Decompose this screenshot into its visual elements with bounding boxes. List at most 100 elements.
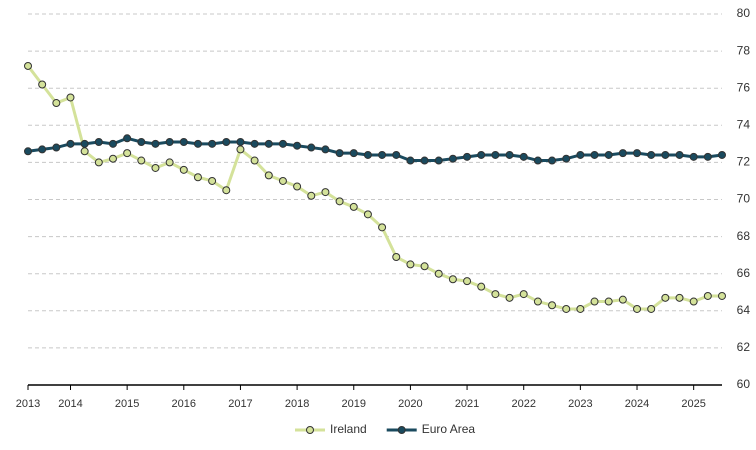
y-tick-label: 72	[737, 155, 751, 169]
data-point	[349, 149, 358, 158]
data-point	[123, 134, 132, 143]
data-point	[420, 156, 429, 165]
data-point	[477, 282, 486, 291]
data-point	[222, 186, 231, 195]
data-point	[463, 277, 472, 286]
data-point	[151, 163, 160, 172]
data-point	[448, 275, 457, 284]
data-point	[491, 290, 500, 299]
data-point	[236, 145, 245, 154]
data-point	[633, 149, 642, 158]
data-point	[66, 93, 75, 102]
data-point	[38, 145, 47, 154]
data-point	[24, 147, 32, 156]
data-point	[193, 139, 202, 148]
data-point	[689, 152, 698, 161]
data-point	[562, 154, 571, 163]
data-point	[165, 137, 174, 146]
x-tick-label: 2017	[228, 398, 252, 410]
data-point	[434, 156, 443, 165]
legend-marker	[306, 426, 314, 434]
data-point	[604, 297, 613, 306]
data-point	[179, 137, 188, 146]
y-tick-label: 76	[737, 80, 751, 94]
data-point	[66, 139, 75, 148]
data-point	[633, 304, 642, 313]
x-tick-label: 2015	[115, 398, 139, 410]
data-point	[562, 304, 571, 313]
data-point	[363, 210, 372, 219]
data-point	[94, 137, 103, 146]
y-tick-label: 80	[737, 6, 751, 20]
data-point	[406, 260, 415, 269]
data-point	[533, 297, 542, 306]
data-point	[222, 137, 231, 146]
data-point	[151, 139, 160, 148]
data-point	[137, 137, 146, 146]
legend-label: Euro Area	[422, 422, 476, 436]
data-point	[80, 147, 89, 156]
data-point	[94, 158, 103, 167]
data-point	[278, 139, 287, 148]
data-point	[179, 165, 188, 174]
data-point	[434, 269, 443, 278]
y-tick-label: 66	[737, 266, 751, 280]
y-tick-label: 64	[737, 303, 751, 317]
x-tick-label: 2014	[58, 398, 82, 410]
x-tick-label: 2013	[16, 398, 40, 410]
x-tick-label: 2024	[625, 398, 649, 410]
x-tick-label: 2021	[455, 398, 479, 410]
data-point	[321, 188, 330, 197]
data-point	[363, 150, 372, 159]
x-tick-label: 2016	[172, 398, 196, 410]
data-point	[123, 149, 132, 158]
data-point	[661, 150, 670, 159]
x-tick-label: 2025	[681, 398, 705, 410]
data-point	[108, 139, 117, 148]
data-point	[703, 291, 712, 300]
data-point	[349, 202, 358, 211]
data-point	[378, 223, 387, 232]
data-point	[335, 149, 344, 158]
data-point	[38, 80, 47, 89]
data-point	[604, 150, 613, 159]
data-point	[80, 139, 89, 148]
data-point	[491, 150, 500, 159]
data-point	[378, 150, 387, 159]
data-point	[52, 99, 61, 108]
y-tick-label: 62	[737, 340, 751, 354]
data-point	[293, 141, 302, 150]
data-point	[618, 295, 627, 304]
data-point	[519, 152, 528, 161]
data-point	[505, 150, 514, 159]
data-point	[137, 156, 146, 165]
data-point	[718, 291, 726, 300]
legend-label: Ireland	[330, 422, 367, 436]
y-tick-label: 78	[737, 43, 751, 57]
data-point	[590, 150, 599, 159]
legend-marker	[397, 426, 406, 434]
data-point	[406, 156, 415, 165]
data-point	[477, 150, 486, 159]
data-point	[661, 293, 670, 302]
y-tick-label: 68	[737, 229, 751, 243]
data-point	[533, 156, 542, 165]
legend-item: Ireland	[295, 422, 367, 436]
data-point	[718, 150, 726, 159]
data-point	[250, 156, 259, 165]
data-point	[293, 182, 302, 191]
data-point	[689, 297, 698, 306]
data-point	[321, 145, 330, 154]
data-point	[250, 139, 259, 148]
data-point	[278, 176, 287, 185]
data-point	[647, 304, 656, 313]
data-point	[335, 197, 344, 206]
data-point	[236, 137, 245, 146]
data-point	[165, 158, 174, 167]
data-point	[647, 150, 656, 159]
data-point	[675, 293, 684, 302]
data-point	[392, 150, 401, 159]
x-tick-label: 2023	[568, 398, 592, 410]
data-point	[208, 176, 217, 185]
